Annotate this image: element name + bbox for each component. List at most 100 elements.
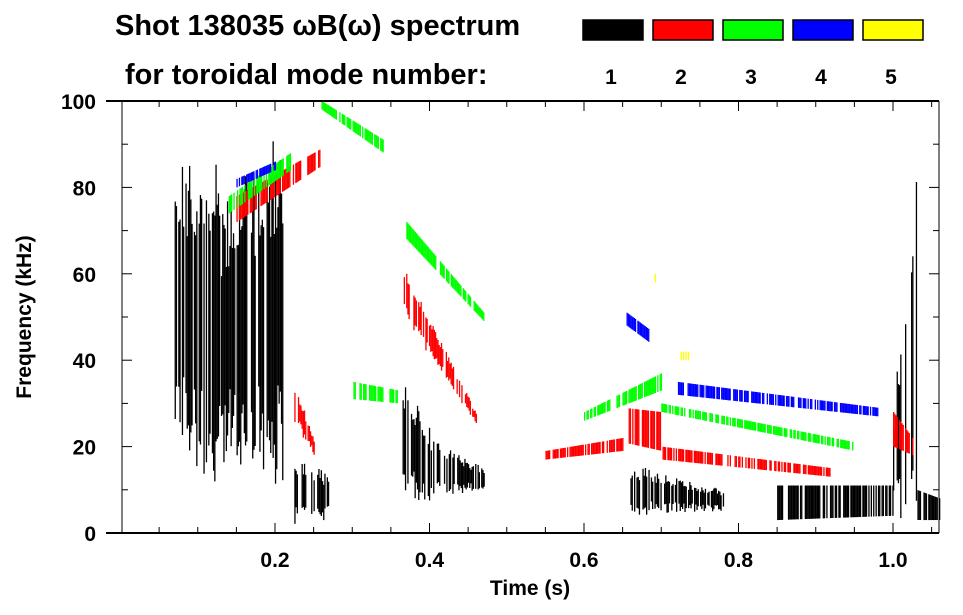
mode-3-mark — [231, 194, 233, 212]
mode-1-mark — [631, 475, 633, 511]
mode-4-mark — [735, 389, 737, 402]
mode-1-mark — [934, 496, 936, 520]
mode-4-mark — [862, 405, 864, 415]
mode-3-mark — [800, 431, 802, 440]
mode-1-mark — [279, 160, 281, 392]
mode-1-mark — [266, 182, 268, 438]
mode-3-mark — [746, 420, 748, 430]
mode-3-mark — [419, 237, 421, 254]
mode-2-mark — [812, 465, 814, 475]
mode-3-mark — [451, 275, 454, 288]
mode-1-mark — [422, 435, 425, 484]
mode-3-mark — [350, 119, 352, 130]
mode-5-mark — [685, 351, 687, 361]
mode-4-mark — [724, 388, 726, 400]
mode-5-mark — [680, 351, 682, 361]
mode-2-mark — [738, 456, 740, 468]
chart-subtitle: for toroidal mode number: — [125, 59, 488, 91]
mode-1-mark — [664, 483, 666, 505]
mode-2-mark — [299, 404, 301, 422]
mode-2-mark — [611, 439, 613, 453]
mode-4-mark — [752, 391, 754, 403]
mode-2-mark — [580, 445, 582, 456]
mode-3-mark — [758, 423, 760, 432]
mode-2-mark — [278, 172, 280, 195]
mode-1-mark — [882, 485, 884, 517]
mode-1-mark — [481, 468, 483, 488]
mode-2-mark — [679, 448, 681, 462]
mode-2-mark — [681, 449, 683, 462]
mode-3-mark — [622, 392, 624, 406]
mode-2-mark — [658, 411, 660, 451]
mode-1-mark — [630, 478, 632, 505]
mode-3-mark — [703, 411, 705, 421]
mode-2-mark — [547, 450, 550, 460]
mode-1-mark — [246, 182, 248, 442]
mode-3-mark — [775, 426, 777, 435]
mode-1-mark — [886, 485, 888, 516]
mode-3-mark — [369, 131, 371, 144]
mode-1-mark — [449, 450, 452, 490]
mode-3-mark — [837, 438, 839, 448]
mode-3-mark — [690, 409, 692, 418]
mode-2-mark — [718, 453, 721, 466]
mode-3-mark — [770, 425, 772, 434]
mode-2-mark — [646, 410, 648, 448]
mode-1-mark — [174, 201, 176, 419]
mode-3-mark — [357, 123, 359, 135]
mode-3-mark — [354, 122, 357, 134]
mode-2-mark — [739, 456, 741, 468]
mode-3-mark — [812, 433, 814, 443]
mode-4-mark — [645, 327, 647, 340]
mode-2-mark — [894, 413, 896, 448]
mode-1-mark — [822, 485, 824, 519]
mode-1-mark — [253, 172, 255, 450]
mode-1-mark — [410, 413, 413, 476]
mode-3-mark — [268, 168, 270, 186]
mode-3-mark — [459, 284, 461, 296]
mode-3-mark — [413, 230, 415, 247]
mode-1-mark — [414, 425, 416, 499]
mode-1-mark — [826, 485, 828, 519]
mode-1-mark — [839, 485, 841, 518]
mode-2-mark — [778, 461, 781, 472]
mode-2-mark — [902, 424, 904, 451]
mode-3-mark — [633, 387, 635, 402]
mode-2-mark — [762, 459, 764, 470]
mode-3-mark — [709, 413, 711, 422]
mode-3-mark — [366, 129, 369, 142]
mode-2-mark — [314, 152, 316, 171]
mode-2-mark — [431, 329, 433, 352]
mode-2-mark — [637, 409, 639, 446]
mode-2-mark — [587, 443, 589, 455]
mode-3-mark — [356, 122, 358, 134]
mode-2-mark — [757, 458, 759, 470]
mode-2-mark — [798, 464, 800, 474]
mode-3-mark — [822, 435, 824, 445]
mode-4-mark — [740, 390, 742, 402]
mode-3-mark — [443, 265, 445, 279]
mode-3-mark — [354, 382, 356, 400]
mode-3-mark — [717, 414, 719, 424]
mode-1-mark — [238, 205, 241, 442]
mode-3-mark — [778, 427, 781, 436]
mode-4-mark — [728, 388, 730, 401]
mode-2-mark — [298, 161, 301, 181]
mode-1-mark — [656, 473, 659, 507]
mode-1-mark — [701, 487, 703, 510]
mode-1-mark — [807, 485, 809, 519]
mode-2-mark — [717, 453, 719, 466]
mode-3-mark — [662, 403, 664, 413]
mode-3-mark — [842, 439, 844, 449]
mode-3-mark — [408, 224, 410, 242]
mode-4-mark — [631, 316, 633, 330]
mode-2-mark — [426, 318, 428, 343]
mode-2-mark — [289, 166, 291, 188]
mode-1-mark — [320, 470, 322, 516]
mode-1-mark — [229, 245, 231, 390]
mode-3-mark — [647, 380, 649, 396]
mode-1-mark — [851, 485, 853, 518]
mode-2-mark — [813, 466, 815, 476]
legend-swatch-5 — [862, 19, 924, 41]
mode-2-mark — [645, 410, 647, 448]
